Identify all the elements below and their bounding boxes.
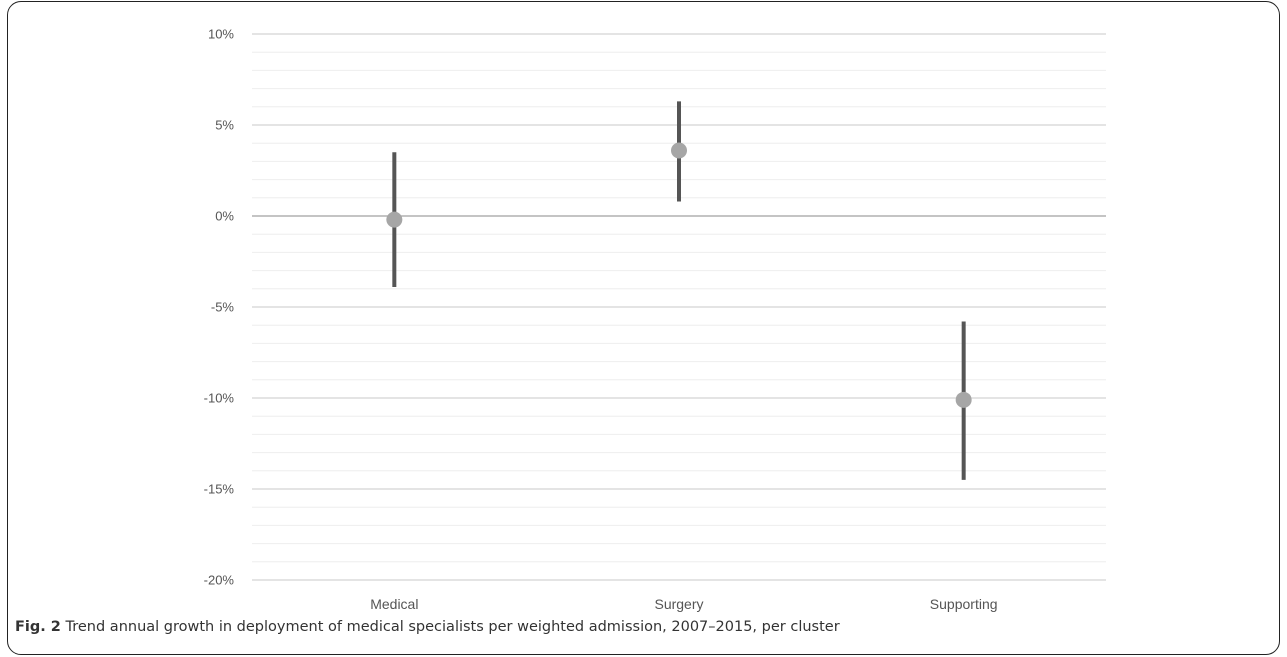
caption-text: Trend annual growth in deployment of med…: [65, 619, 840, 635]
y-tick-label: -15%: [204, 482, 235, 497]
estimate-point-medical: [386, 211, 403, 228]
figure-frame: [7, 1, 1280, 655]
y-tick-label: 0%: [215, 209, 234, 224]
y-tick-label: -10%: [204, 391, 235, 406]
y-tick-label: -5%: [211, 300, 235, 315]
x-category-label: Surgery: [654, 596, 703, 612]
estimate-point-surgery: [671, 142, 687, 159]
estimate-point-supporting: [955, 391, 972, 408]
x-axis-categories: Medical Surgery Supporting: [370, 596, 997, 612]
figure-caption: Fig. 2 Trend annual growth in deployment…: [15, 619, 840, 635]
caption-label: Fig. 2: [15, 619, 61, 635]
y-tick-label: -20%: [204, 573, 235, 588]
y-axis-ticks: 10% 5% 0% -5% -10% -15% -20%: [204, 27, 235, 588]
x-category-label: Supporting: [930, 596, 998, 612]
chart-marks: [386, 101, 972, 480]
x-category-label: Medical: [370, 596, 418, 612]
y-tick-label: 5%: [215, 118, 234, 133]
y-tick-label: 10%: [208, 27, 234, 42]
